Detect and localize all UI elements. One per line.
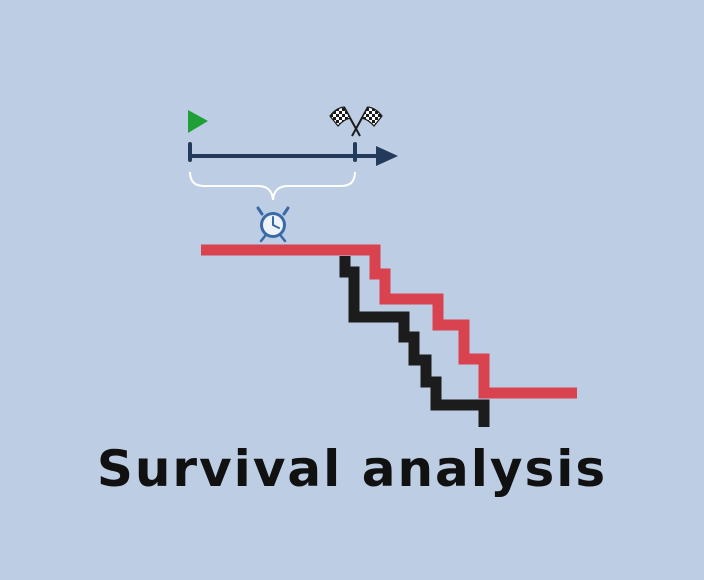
duration-brace [189, 171, 356, 201]
alarm-clock-icon [256, 206, 290, 243]
red-survival-curve [201, 244, 577, 399]
checkered-flags-icon [329, 106, 383, 137]
timeline-arrow [188, 142, 398, 166]
page-title: Survival analysis [96, 440, 608, 498]
start-flag-icon [188, 110, 208, 133]
black-survival-curve [339, 256, 490, 427]
